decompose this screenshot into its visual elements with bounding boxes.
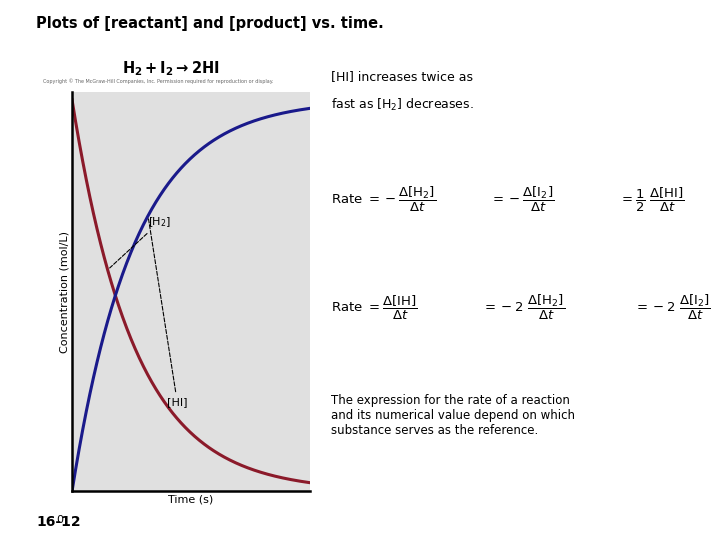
- Text: The expression for the rate of a reaction
and its numerical value depend on whic: The expression for the rate of a reactio…: [331, 394, 575, 437]
- Text: $= -\dfrac{\Delta[\mathrm{I_2}]}{\Delta t}$: $= -\dfrac{\Delta[\mathrm{I_2}]}{\Delta …: [490, 185, 554, 214]
- Text: Rate $= -\dfrac{\Delta[\mathrm{H_2}]}{\Delta t}$: Rate $= -\dfrac{\Delta[\mathrm{H_2}]}{\D…: [331, 185, 436, 214]
- Text: $= \dfrac{1}{2}\ \dfrac{\Delta[\mathrm{HI}]}{\Delta t}$: $= \dfrac{1}{2}\ \dfrac{\Delta[\mathrm{H…: [619, 186, 685, 214]
- Text: fast as [H$_2$] decreases.: fast as [H$_2$] decreases.: [331, 97, 474, 113]
- Text: [HI]: [HI]: [148, 219, 187, 407]
- Text: Copyright © The McGraw-Hill Companies, Inc. Permission required for reproduction: Copyright © The McGraw-Hill Companies, I…: [43, 78, 274, 84]
- Text: $= -2\ \dfrac{\Delta[\mathrm{I_2}]}{\Delta t}$: $= -2\ \dfrac{\Delta[\mathrm{I_2}]}{\Del…: [634, 293, 711, 322]
- Text: [H$_2$]: [H$_2$]: [109, 215, 171, 268]
- X-axis label: Time (s): Time (s): [168, 494, 213, 504]
- Text: $\mathbf{H_2 + I_2 \rightarrow 2HI}$: $\mathbf{H_2 + I_2 \rightarrow 2HI}$: [122, 59, 220, 78]
- Text: [HI] increases twice as: [HI] increases twice as: [331, 70, 473, 83]
- Text: 0: 0: [57, 515, 63, 525]
- Text: Rate $= \dfrac{\Delta[\mathrm{IH}]}{\Delta t}$: Rate $= \dfrac{\Delta[\mathrm{IH}]}{\Del…: [331, 294, 418, 322]
- Y-axis label: Concentration (mol/L): Concentration (mol/L): [59, 231, 69, 353]
- Text: 16-12: 16-12: [36, 515, 81, 529]
- Text: Plots of [reactant] and [product] vs. time.: Plots of [reactant] and [product] vs. ti…: [36, 16, 384, 31]
- Text: $= -2\ \dfrac{\Delta[\mathrm{H_2}]}{\Delta t}$: $= -2\ \dfrac{\Delta[\mathrm{H_2}]}{\Del…: [482, 293, 565, 322]
